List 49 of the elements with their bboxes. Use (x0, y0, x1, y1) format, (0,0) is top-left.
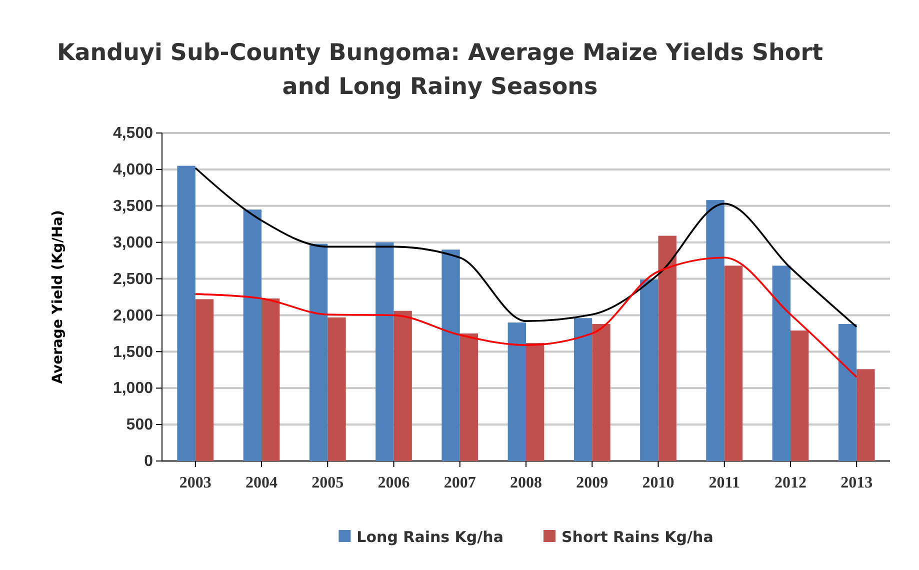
x-tick-label: 2007 (444, 474, 476, 492)
x-tick-label: 2012 (774, 474, 806, 492)
bar (394, 310, 412, 461)
y-tick-label: 500 (126, 416, 154, 434)
bar (574, 318, 592, 461)
bar (460, 333, 478, 461)
bar (790, 330, 809, 461)
bar (640, 280, 658, 461)
bar (177, 166, 196, 461)
bar (328, 317, 346, 461)
bar (658, 236, 676, 461)
bar (195, 299, 214, 461)
line-series (194, 167, 858, 328)
x-tick-label: 2005 (312, 474, 344, 492)
y-tick-label: 4,000 (112, 162, 154, 179)
legend-label: Long Rains Kg/ha (356, 528, 504, 546)
y-tick-label: 2,500 (112, 270, 154, 288)
y-tick-label: 3,000 (112, 234, 154, 252)
bar (508, 322, 526, 461)
bar (526, 342, 544, 461)
x-tick-label: 2013 (840, 474, 873, 492)
y-tick-label: 1,500 (112, 344, 154, 361)
bar (772, 266, 790, 461)
x-tick-label: 2010 (642, 474, 674, 492)
bar (706, 200, 724, 461)
x-tick-label: 2006 (378, 474, 410, 492)
bar (442, 250, 460, 461)
y-tick-label: 3,500 (112, 198, 154, 216)
bar (309, 244, 328, 461)
bar (592, 324, 610, 461)
bar (262, 298, 280, 461)
x-tick-label: 2009 (576, 474, 608, 492)
bar (724, 266, 743, 461)
y-tick-label: 2,000 (112, 307, 154, 324)
bar (243, 210, 262, 461)
chart-title: Kanduyi Sub-County Bungoma: Average Maize Yields Short and Long Rainy Seasons (56, 40, 824, 100)
x-tick-label: 2003 (179, 474, 212, 492)
y-tick-label: 1,000 (112, 380, 154, 398)
y-tick-label: 0 (144, 453, 154, 470)
y-tick-label: 4,500 (112, 125, 154, 142)
y-axis-title: Average Yield (Kg/Ha) (50, 210, 66, 384)
x-tick-label: 2004 (246, 474, 278, 492)
x-tick-label: 2008 (510, 474, 542, 492)
bar (838, 324, 857, 461)
bar (856, 369, 875, 461)
bar (376, 242, 394, 461)
line-series (194, 256, 858, 378)
x-tick-label: 2011 (708, 474, 740, 492)
legend-label: Short Rains Kg/ha (561, 528, 714, 546)
